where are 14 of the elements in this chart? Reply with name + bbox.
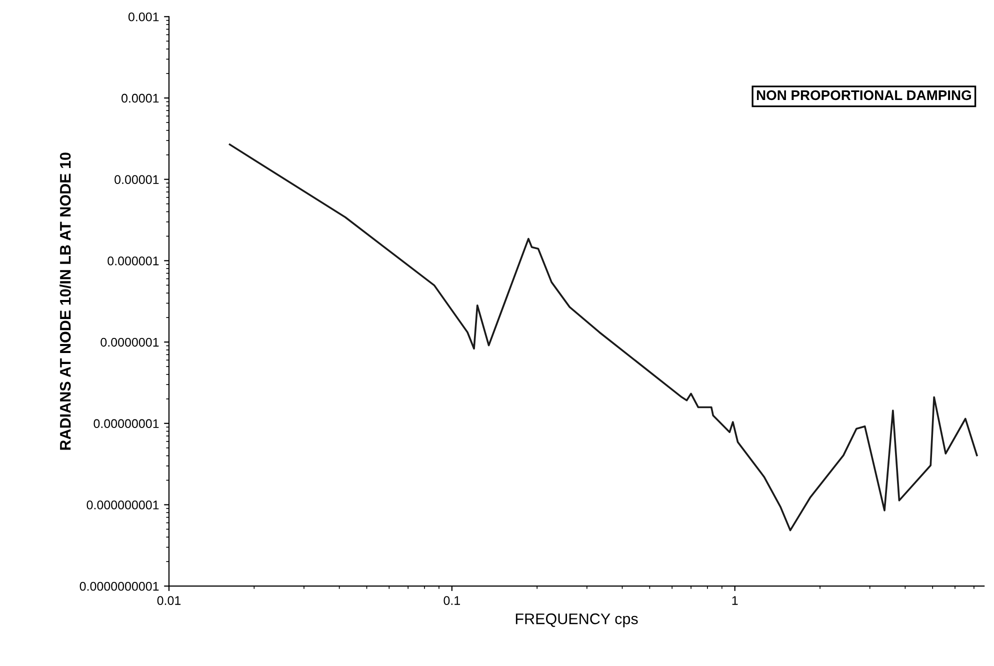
annotation: NON PROPORTIONAL DAMPING [756,90,971,100]
y-tick-label: 0.000001 [108,256,159,266]
y-axis-title: RADIANS AT NODE 10/IN LB AT NODE 10 [60,152,71,450]
x-tick-label: 1 [732,596,738,605]
y-tick-label: 0.0000001 [100,338,159,347]
x-axis-title: FREQUENCY cps [516,613,638,628]
y-tick-label: 0.001 [128,12,159,22]
y-tick-label: 0.00001 [114,175,159,184]
x-tick-label: 0.1 [444,596,460,605]
y-tick-label: 0.0001 [122,94,159,103]
y-tick-label: 0.0000000001 [80,582,159,591]
y-tick-label: 0.00000001 [94,419,159,428]
x-tick-label: 0.01 [157,596,181,605]
y-tick-label: 0.000000001 [86,500,159,510]
